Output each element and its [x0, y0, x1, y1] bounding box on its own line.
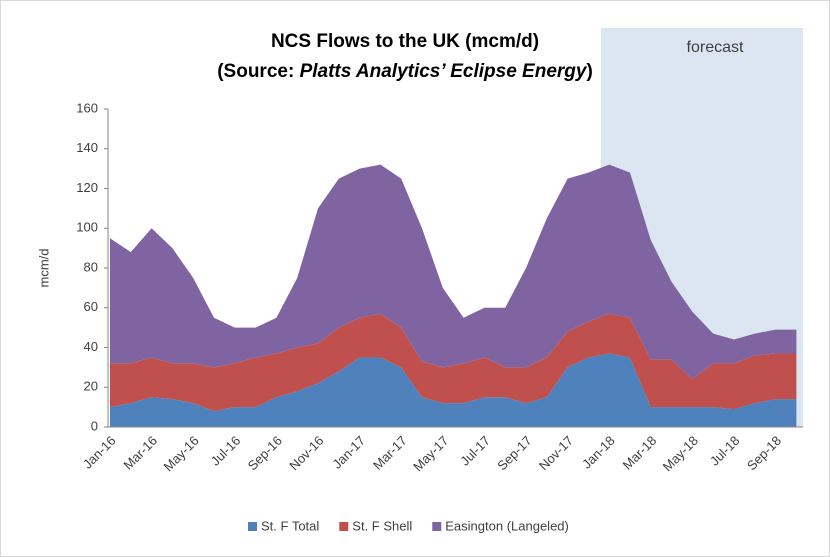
y-tick-label: 160 — [76, 100, 98, 115]
subtitle-part: ) — [586, 61, 592, 82]
legend-label: St. F Total — [261, 518, 319, 533]
legend-label: Easington (Langeled) — [445, 518, 569, 533]
legend-label: St. F Shell — [352, 518, 412, 533]
chart-subtitle: (Source: Platts Analytics’ Eclipse Energ… — [217, 61, 593, 82]
chart-title: NCS Flows to the UK (mcm/d) — [271, 31, 539, 52]
y-tick-label: 20 — [84, 379, 98, 394]
legend-swatch — [339, 522, 349, 531]
y-tick-label: 100 — [76, 220, 98, 235]
y-tick-label: 120 — [76, 180, 98, 195]
area — [110, 353, 797, 427]
annotation: forecast — [687, 39, 744, 56]
y-tick-label: 140 — [76, 140, 98, 155]
y-axis-title: mcm/d — [36, 249, 51, 288]
legend-swatch — [248, 522, 257, 531]
legend-swatch — [432, 522, 442, 531]
y-tick-label: 80 — [84, 259, 98, 274]
area — [110, 164, 797, 380]
subtitle-part: (Source: — [217, 61, 299, 82]
y-tick-label: 0 — [91, 418, 98, 433]
area — [110, 313, 797, 412]
y-tick-label: 40 — [84, 339, 98, 354]
subtitle-part: Platts Analytics’ Eclipse Energy — [300, 61, 588, 82]
y-tick-label: 60 — [84, 299, 98, 314]
